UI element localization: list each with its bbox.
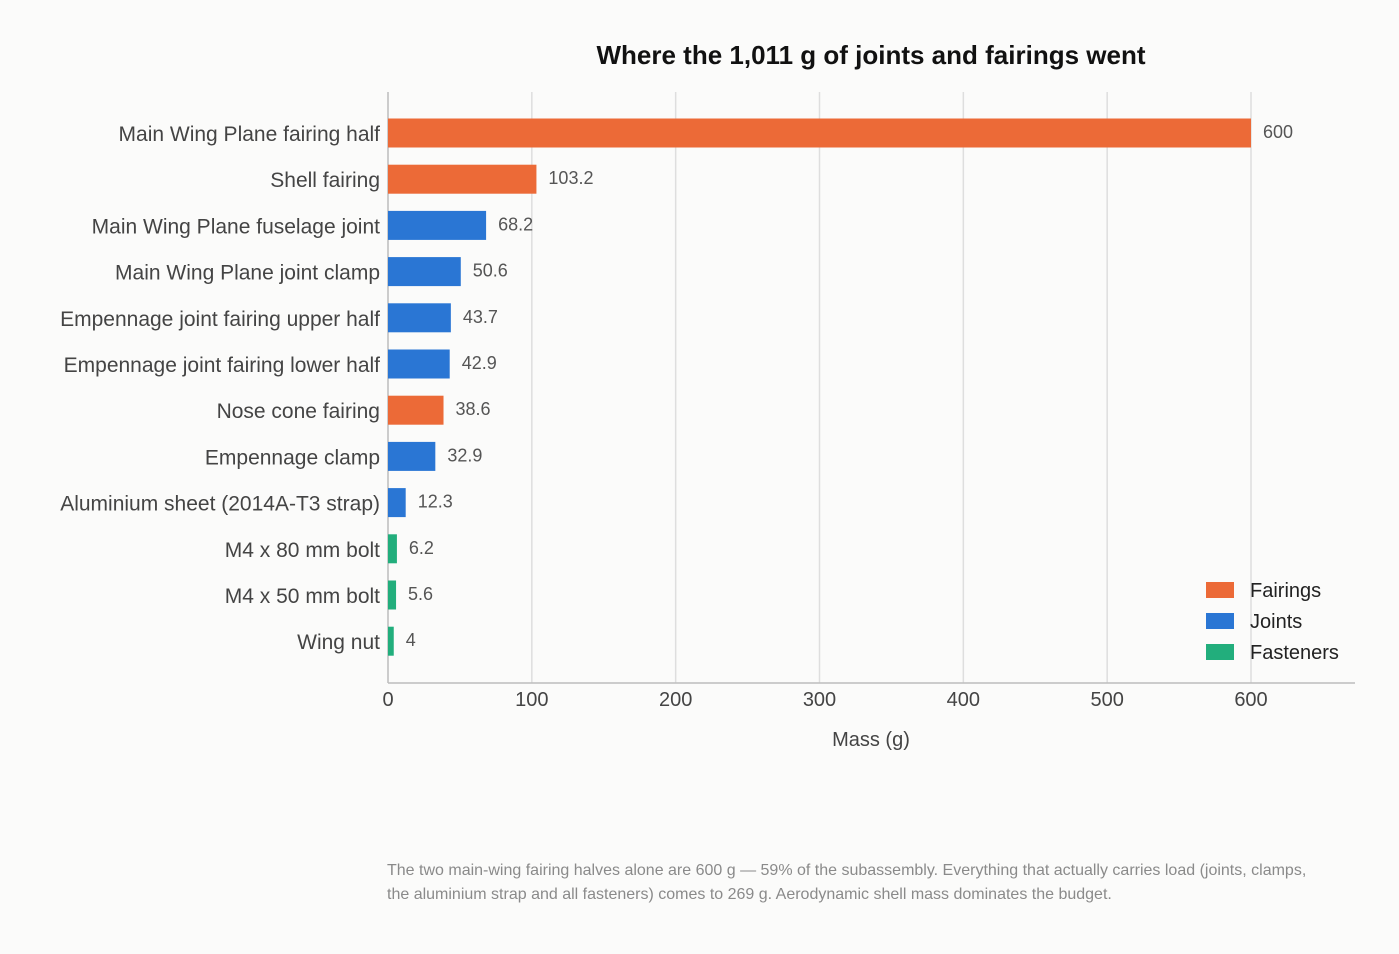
bar bbox=[388, 488, 406, 518]
legend-swatch bbox=[1206, 644, 1234, 660]
y-category-label: Empennage joint fairing lower half bbox=[64, 354, 381, 377]
y-category-label: Main Wing Plane fairing half bbox=[119, 123, 381, 146]
y-category-label: Main Wing Plane joint clamp bbox=[115, 262, 380, 285]
y-category-label: Empennage joint fairing upper half bbox=[60, 308, 380, 331]
bar bbox=[388, 303, 451, 333]
x-tick-label: 300 bbox=[803, 689, 836, 711]
chart-title: Where the 1,011 g of joints and fairings… bbox=[597, 40, 1146, 70]
x-tick-label: 0 bbox=[382, 689, 393, 711]
x-tick-label: 600 bbox=[1234, 689, 1267, 711]
x-tick-label: 100 bbox=[515, 689, 548, 711]
legend-label: Joints bbox=[1250, 611, 1302, 633]
data-label: 32.9 bbox=[447, 445, 482, 465]
legend-swatch bbox=[1206, 582, 1234, 598]
data-label: 12.3 bbox=[418, 492, 453, 512]
legend-label: Fasteners bbox=[1250, 642, 1339, 664]
y-category-label: Aluminium sheet (2014A-T3 strap) bbox=[60, 493, 380, 516]
legend-swatch bbox=[1206, 613, 1234, 629]
bar bbox=[388, 626, 394, 656]
x-axis-label: Mass (g) bbox=[832, 729, 910, 751]
bar bbox=[388, 395, 444, 425]
data-label: 5.6 bbox=[408, 584, 433, 604]
data-label: 103.2 bbox=[548, 168, 593, 188]
legend-label: Fairings bbox=[1250, 580, 1321, 602]
chart-caption: The two main-wing fairing halves alone a… bbox=[387, 862, 1307, 903]
bar bbox=[388, 210, 487, 240]
y-category-label: Main Wing Plane fuselage joint bbox=[92, 215, 380, 238]
bar bbox=[388, 534, 397, 564]
data-label: 38.6 bbox=[456, 399, 491, 419]
data-label: 50.6 bbox=[473, 261, 508, 281]
bar bbox=[388, 441, 436, 471]
x-tick-label: 200 bbox=[659, 689, 692, 711]
data-label: 600 bbox=[1263, 122, 1293, 142]
bar bbox=[388, 349, 450, 379]
y-category-label: Shell fairing bbox=[270, 169, 380, 192]
bar bbox=[388, 118, 1251, 148]
data-label: 4 bbox=[406, 630, 416, 650]
data-label: 43.7 bbox=[463, 307, 498, 327]
y-category-label: Empennage clamp bbox=[205, 446, 380, 469]
y-category-label: Nose cone fairing bbox=[217, 400, 380, 423]
y-category-label: Wing nut bbox=[297, 631, 380, 654]
data-label: 68.2 bbox=[498, 214, 533, 234]
data-label: 42.9 bbox=[462, 353, 497, 373]
y-category-label: M4 x 80 mm bolt bbox=[225, 539, 380, 562]
data-label: 6.2 bbox=[409, 538, 434, 558]
y-category-label: M4 x 50 mm bolt bbox=[225, 585, 380, 608]
x-tick-label: 400 bbox=[947, 689, 980, 711]
bar bbox=[388, 257, 461, 287]
x-tick-label: 500 bbox=[1090, 689, 1123, 711]
bar bbox=[388, 164, 537, 194]
bar bbox=[388, 580, 397, 610]
